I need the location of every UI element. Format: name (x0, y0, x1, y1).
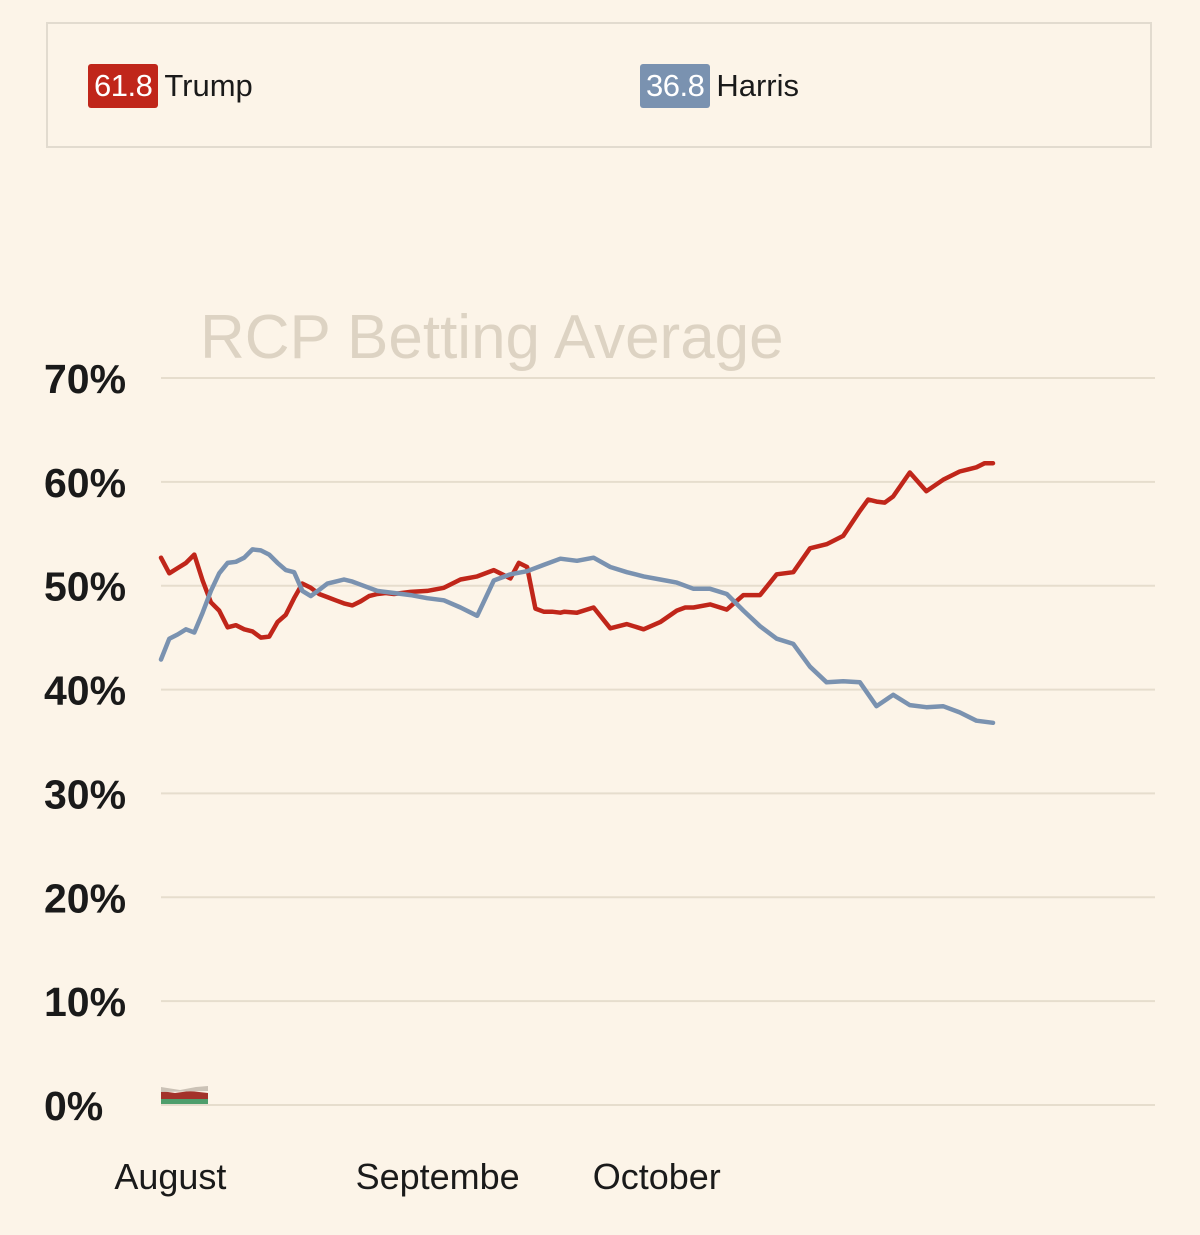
harris-legend-label: Harris (716, 68, 800, 103)
x-axis-ticks: August Septembe October (114, 1156, 720, 1197)
mini-chart-icon (161, 1086, 208, 1104)
mini-red-band (161, 1091, 208, 1099)
series-line-harris (158, 547, 996, 726)
legend-item-harris[interactable]: 36.8 Harris (640, 64, 799, 108)
mini-green-bar (161, 1096, 208, 1104)
x-tick-label: August (114, 1156, 226, 1197)
trump-legend-label: Trump (164, 68, 253, 103)
x-tick-label: Septembe (356, 1156, 520, 1197)
chart-title: RCP Betting Average (200, 303, 784, 372)
y-tick-label: 40% (44, 668, 126, 714)
series-line-trump (158, 460, 996, 640)
y-tick-label: 50% (44, 564, 126, 610)
y-tick-label: 70% (44, 356, 126, 402)
y-tick-label: 60% (44, 460, 126, 506)
y-tick-label: 30% (44, 771, 126, 817)
mini-grey-band (161, 1086, 208, 1092)
y-axis-ticks: 0% 10% 20% 30% 40% 50% 60% 70% (44, 356, 126, 1129)
trump-value-badge: 61.8 (88, 64, 159, 108)
y-tick-label: 10% (44, 979, 126, 1025)
y-tick-label: 20% (44, 875, 126, 921)
series-lines (158, 460, 996, 726)
harris-value-badge: 36.8 (640, 64, 711, 108)
legend-box: 61.8 Trump 36.8 Harris (46, 22, 1152, 148)
y-tick-label: 0% (44, 1083, 103, 1129)
gridlines (161, 377, 1155, 1106)
legend-item-trump[interactable]: 61.8 Trump (88, 64, 253, 108)
x-tick-label: October (593, 1156, 721, 1197)
